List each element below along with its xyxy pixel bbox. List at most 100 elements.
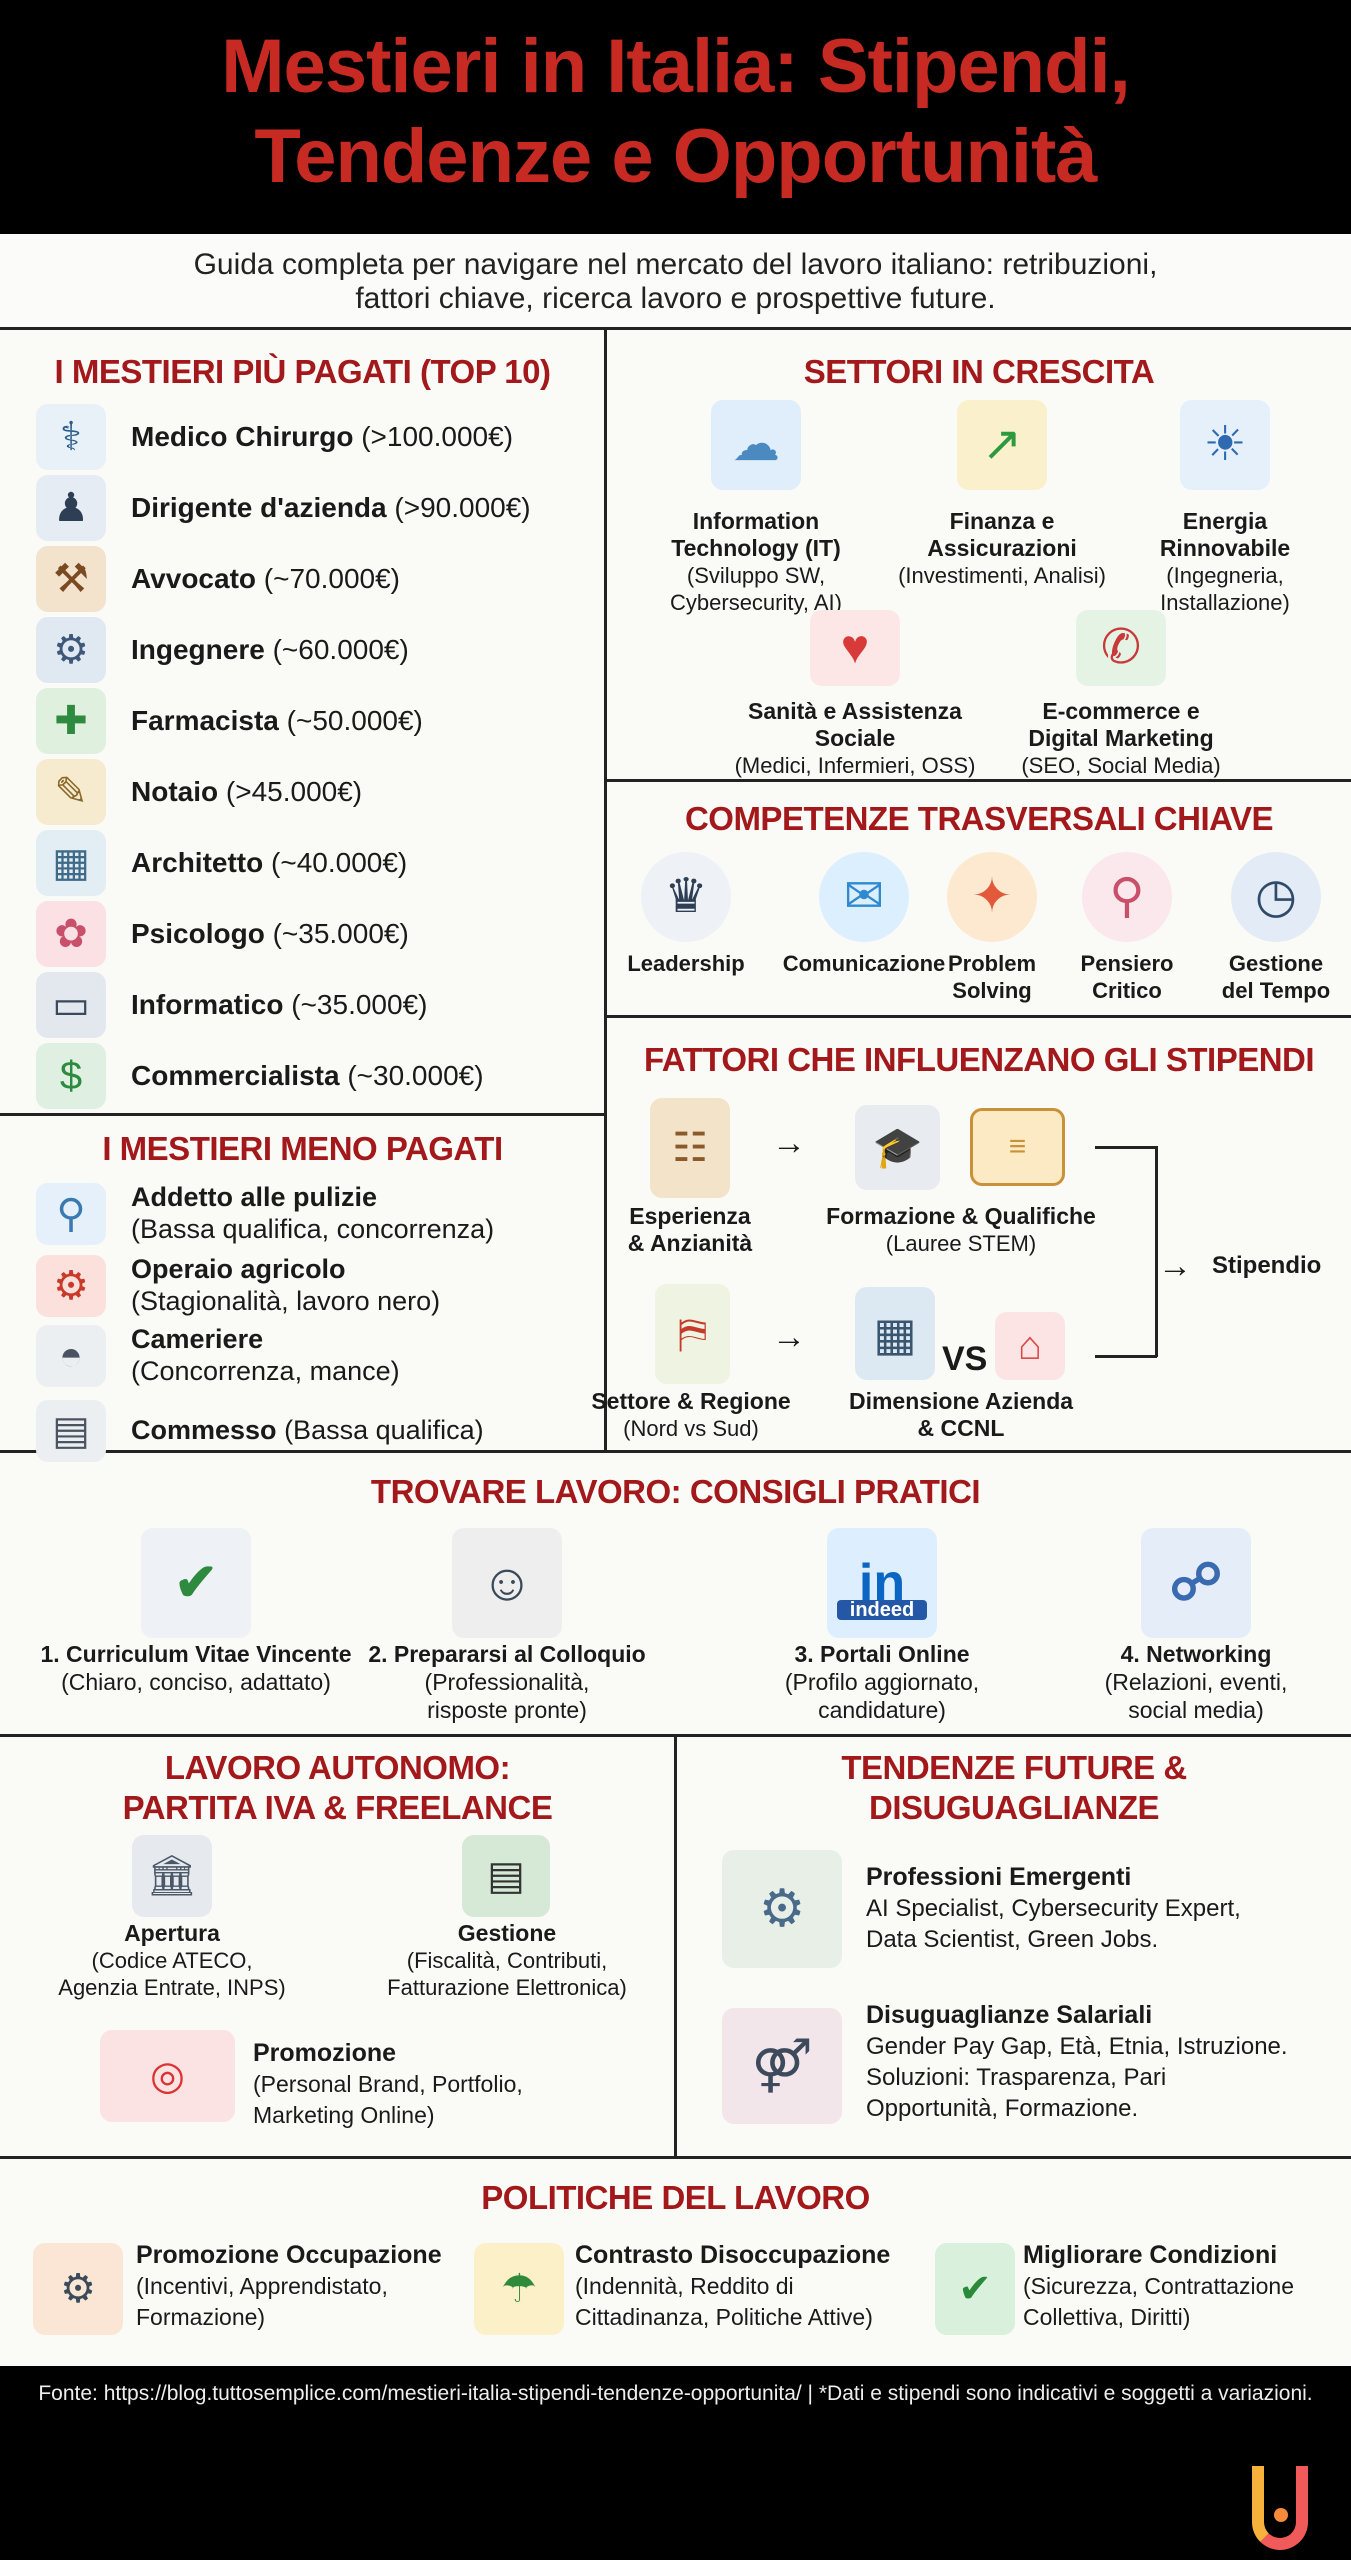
gear-wrench-icon: ⚙ xyxy=(36,617,106,683)
brain-icon: ✿ xyxy=(36,901,106,967)
policy-unemployment: Contrasto Disoccupazione (Indennità, Redd… xyxy=(575,2241,891,2330)
job-salary: (>100.000€) xyxy=(361,421,514,452)
job-tip-item: 3. Portali Online (Profilo aggiornato, can… xyxy=(785,1640,979,1724)
job-note: (Stagionalità, lavoro nero) xyxy=(131,1286,441,1316)
mop-bucket-icon: ⚲ xyxy=(36,1183,106,1245)
divider xyxy=(605,779,1351,782)
puzzle-icon: ✦ xyxy=(947,852,1037,942)
cloud-lock-icon: ☁ xyxy=(711,400,801,490)
sector-title: Technology (IT) xyxy=(671,535,841,561)
divider xyxy=(604,328,607,1451)
factor-experience: Esperienza & Anzianità xyxy=(627,1203,753,1256)
brand-logo xyxy=(1252,2466,1308,2550)
cash-register-icon: ▤ xyxy=(36,1400,106,1462)
cart-megaphone-icon: ✆ xyxy=(1076,610,1166,686)
manager-growth-icon: ♟ xyxy=(36,475,106,541)
least-paid-item: Operaio agricolo (Stagionalità, lavoro ne… xyxy=(131,1253,440,1317)
ladder-chart-icon: ☷ xyxy=(650,1098,730,1198)
least-paid-item: Cameriere (Concorrenza, mance) xyxy=(131,1323,400,1387)
top-paid-item: Architetto (~40.000€) xyxy=(131,846,407,880)
job-salary: (>45.000€) xyxy=(225,776,363,807)
tractor-icon: ⚙ xyxy=(36,1255,106,1317)
skill-label: del Tempo xyxy=(1221,978,1331,1003)
scroll-document-icon: ✎ xyxy=(36,759,106,825)
clock-check-icon: ◷ xyxy=(1231,852,1321,942)
subtitle-line-2: fattori chiave, ricerca lavoro e prospet… xyxy=(355,282,996,315)
sector-item: Information Technology (IT) (Sviluppo SW, C… xyxy=(670,508,842,616)
leader-team-icon: ♛ xyxy=(641,852,731,942)
connector-line xyxy=(1095,1355,1157,1358)
top-paid-item: Avvocato (~70.000€) xyxy=(131,562,400,596)
job-name: Commesso xyxy=(131,1415,277,1445)
sector-title: Finanza e xyxy=(949,508,1055,534)
job-name: Medico Chirurgo xyxy=(131,421,354,452)
serving-tray-icon: ◓ xyxy=(36,1325,106,1387)
self-item-apertura: Apertura (Codice ATECO, Agenzia Entrate, I… xyxy=(58,1920,286,2000)
calculator-invoice-icon: ▤ xyxy=(462,1835,550,1917)
arrow-right-icon: → xyxy=(772,1124,806,1162)
sector-detail: (SEO, Social Media) xyxy=(1021,753,1221,778)
divider xyxy=(674,1735,677,2157)
job-salary: (~30.000€) xyxy=(347,1060,484,1091)
sector-item: Energia Rinnovabile (Ingegneria, Installazi… xyxy=(1160,508,1290,616)
page-title: Mestieri in Italia: Stipendi, Tendenze e… xyxy=(0,22,1351,202)
cv-document-icon: ✔ xyxy=(141,1528,251,1638)
job-tip-title: 4. Networking xyxy=(1120,1641,1272,1667)
title-line-2: Tendenze e Opportunità xyxy=(254,114,1097,199)
job-name: Avvocato xyxy=(131,563,257,594)
job-name: Psicologo xyxy=(131,918,265,949)
job-name: Notaio xyxy=(131,776,219,807)
top-paid-item: Informatico (~35.000€) xyxy=(131,988,427,1022)
factor-region: Settore & Regione (Nord vs Sud) xyxy=(591,1388,791,1441)
sector-title: Information xyxy=(692,508,820,534)
top-paid-item: Dirigente d'azienda (>90.000€) xyxy=(131,491,531,525)
job-tip-detail: (Chiaro, conciso, adattato) xyxy=(61,1669,331,1695)
hands-heart-icon: ♥ xyxy=(810,610,900,686)
job-tip-item: 2. Prepararsi al Colloquio (Professionali… xyxy=(368,1640,645,1724)
diploma-certificate-icon: ≡ xyxy=(970,1108,1065,1186)
self-item-gestione: Gestione (Fiscalità, Contributi, Fatturazi… xyxy=(387,1920,627,2000)
job-name: Architetto xyxy=(131,847,264,878)
sector-item: Sanità e Assistenza Sociale (Medici, Infer… xyxy=(735,698,976,779)
source-note: Fonte: https://blog.tuttosemplice.com/me… xyxy=(38,2382,1313,2405)
magnifier-brain-icon: ⚲ xyxy=(1082,852,1172,942)
skill-label: Leadership xyxy=(627,951,745,976)
least-paid-item: Commesso (Bassa qualifica) xyxy=(131,1414,484,1446)
trend-inequality: Disuguaglianze Salariali Gender Pay Gap, … xyxy=(866,2001,1288,2122)
small-shop-icon: ⌂ xyxy=(995,1312,1065,1380)
arrow-right-icon: → xyxy=(772,1318,806,1356)
skills-heading: COMPETENZE TRASVERSALI CHIAVE xyxy=(684,800,1274,837)
mortar-pestle-icon: ✚ xyxy=(36,688,106,754)
least-paid-item: Addetto alle pulizie (Bassa qualifica, co… xyxy=(131,1181,494,1245)
monitor-job-portals-icon: in indeed xyxy=(827,1528,937,1638)
job-tip-detail: candidature) xyxy=(818,1697,946,1723)
sector-detail: Cybersecurity, AI) xyxy=(670,590,842,615)
building-pencil-icon: ▦ xyxy=(36,830,106,896)
self-item-promozione: Promozione (Personal Brand, Portfolio, Mar… xyxy=(253,2039,523,2128)
salary-result: Stipendio xyxy=(1212,1252,1322,1279)
indeed-badge: indeed xyxy=(837,1600,927,1620)
trend-emerging: Professioni Emergenti AI Specialist, Cybe… xyxy=(866,1863,1241,1953)
job-name: Farmacista xyxy=(131,705,279,736)
top-paid-item: Notaio (>45.000€) xyxy=(131,775,362,809)
job-tip-item: 1. Curriculum Vitae Vincente (Chiaro, con… xyxy=(40,1640,351,1696)
monitor-code-icon: ▭ xyxy=(36,972,106,1038)
footer xyxy=(0,2366,1351,2560)
wind-solar-icon: ☀ xyxy=(1180,400,1270,490)
office-building-icon: ▦ xyxy=(855,1287,935,1380)
skill-label: Comunicazione xyxy=(782,951,946,976)
graduation-cap-icon: 🎓 xyxy=(855,1105,940,1190)
job-salary: (~35.000€) xyxy=(291,989,428,1020)
stethoscope-heart-icon: ⚕ xyxy=(36,404,106,470)
man-woman-money-icon: ⚤ xyxy=(722,2008,842,2124)
coins-growth-icon: ↗ xyxy=(957,400,1047,490)
factor-education: Formazione & Qualifiche (Lauree STEM) xyxy=(826,1203,1096,1256)
gavel-icon: ⚒ xyxy=(36,546,106,612)
robot-gear-leaf-icon: ⚙ xyxy=(722,1850,842,1968)
policy-employment: Promozione Occupazione (Incentivi, Appren… xyxy=(136,2241,442,2330)
speech-bubbles-icon: ✉ xyxy=(819,852,909,942)
sector-title: Rinnovabile xyxy=(1159,535,1291,561)
least-paid-heading: I MESTIERI MENO PAGATI xyxy=(102,1130,503,1167)
sector-title: Sociale xyxy=(814,725,896,751)
job-tips-heading: TROVARE LAVORO: CONSIGLI PRATICI xyxy=(370,1473,981,1510)
